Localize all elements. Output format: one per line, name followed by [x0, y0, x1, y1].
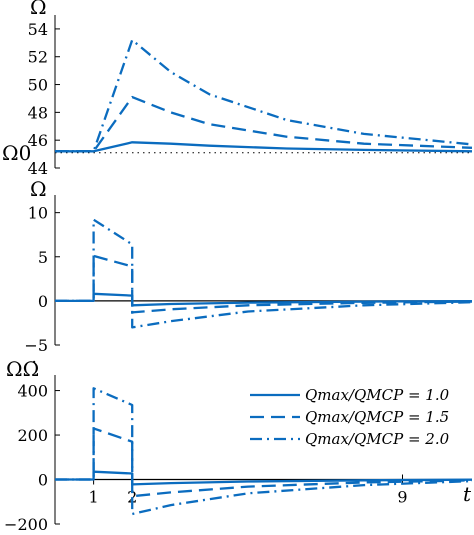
y-tick-label: 46	[28, 131, 48, 150]
series-line-solid	[55, 292, 473, 307]
omega0-annotation: Ω0	[2, 141, 31, 165]
series-line-dashed	[55, 95, 473, 153]
y-tick-label: 50	[28, 76, 48, 95]
series-line-dashdot	[55, 218, 473, 329]
y-tick-label: 200	[17, 426, 48, 445]
y-tick-label: 0	[38, 471, 48, 490]
y-tick-label: 44	[28, 159, 48, 178]
omega-axis-label: Ω	[30, 0, 47, 19]
omega-rate-axis-label: Ω	[30, 177, 47, 201]
y-tick-label: 5	[38, 248, 48, 267]
y-tick-label: 54	[28, 20, 48, 39]
y-tick-label: 0	[38, 292, 48, 311]
x-tick-label: 1	[89, 488, 99, 507]
legend-entry-label: Qmax/QMCP = 1.5	[305, 408, 449, 426]
y-tick-label: 52	[28, 48, 48, 67]
series-line-dashed	[55, 254, 473, 314]
y-tick-label: 400	[17, 382, 48, 401]
series-line-dashdot	[55, 38, 473, 153]
omega-rate-panel: Ω −5 0 5 10	[24, 177, 473, 355]
series-line-solid	[55, 141, 473, 153]
y-tick-label: 10	[28, 204, 48, 223]
omega-panel: Ω Ω0 44 46 48 50 52 54	[2, 0, 473, 178]
legend-entry-label: Qmax/QMCP = 1.0	[305, 386, 450, 404]
y-tick-label: −200	[4, 515, 48, 534]
x-tick-label: 9	[397, 488, 407, 507]
omega-product-axis-label: ΩΩ̇	[6, 357, 39, 381]
t-axis-label: t	[463, 482, 472, 506]
legend-entry-label: Qmax/QMCP = 2.0	[305, 430, 450, 448]
y-tick-label: 48	[28, 103, 48, 122]
legend: Qmax/QMCP = 1.0 Qmax/QMCP = 1.5 Qmax/QMCP …	[250, 386, 450, 448]
x-tick-label: 2	[127, 488, 137, 507]
y-tick-label: −5	[24, 336, 48, 355]
